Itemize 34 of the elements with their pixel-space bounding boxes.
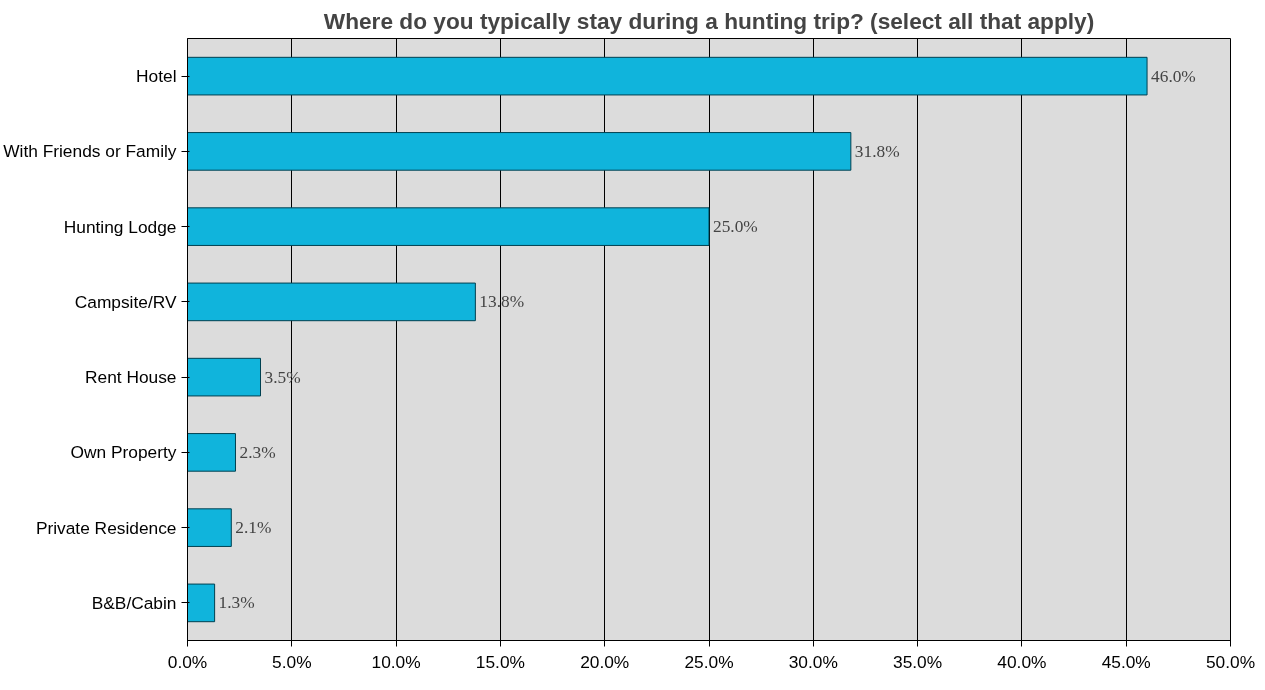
bar <box>187 282 476 322</box>
bar <box>187 56 1148 96</box>
x-tick-label: 50.0% <box>1205 651 1256 672</box>
data-label: 25.0% <box>713 217 758 237</box>
x-tick-label: 40.0% <box>997 651 1047 672</box>
bar <box>187 207 710 246</box>
y-tick-label: Own Property <box>70 442 177 463</box>
data-label: 46.0% <box>1151 66 1196 86</box>
y-tick-label: Private Residence <box>35 517 177 538</box>
x-tick-label: 20.0% <box>580 651 630 672</box>
bar <box>187 433 236 472</box>
data-label: 2.1% <box>235 518 272 538</box>
x-tick-label: 35.0% <box>893 651 943 672</box>
data-label: 1.3% <box>218 593 255 613</box>
x-tick-label: 10.0% <box>371 651 421 672</box>
y-tick-label: Campsite/RV <box>74 291 177 312</box>
x-tick-label: 30.0% <box>788 651 838 672</box>
data-label: 2.3% <box>239 442 276 462</box>
x-tick-label: 15.0% <box>475 651 525 672</box>
y-tick-label: Hotel <box>136 66 177 87</box>
bar <box>187 508 232 547</box>
x-tick-label: 5.0% <box>272 651 312 672</box>
chart-title: Where do you typically stay during a hunting trip? (select all that apply) <box>323 7 1095 34</box>
x-tick-label: 45.0% <box>1101 651 1151 672</box>
bar <box>187 583 216 623</box>
x-tick-label: 25.0% <box>684 651 734 672</box>
y-tick-label: Rent House <box>84 367 177 388</box>
bar <box>187 357 262 397</box>
x-tick-label: 0.0% <box>167 651 208 672</box>
data-label: 31.8% <box>854 141 900 161</box>
bar <box>187 132 852 171</box>
y-tick-label: With Friends or Family <box>3 141 177 162</box>
y-tick-label: B&B/Cabin <box>91 592 177 613</box>
y-tick-label: Hunting Lodge <box>63 216 177 237</box>
